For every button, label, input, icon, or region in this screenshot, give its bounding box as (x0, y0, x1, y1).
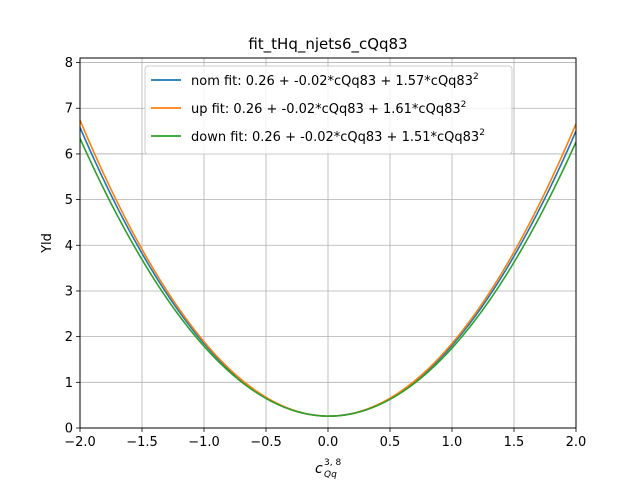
x-tick-label: −1.0 (188, 435, 220, 450)
x-tick-label: −0.5 (250, 435, 282, 450)
y-tick-label: 5 (65, 193, 73, 208)
x-tick-label: 1.5 (504, 435, 525, 450)
y-tick-label: 6 (65, 147, 73, 162)
x-tick-label: 0.5 (380, 435, 401, 450)
x-tick-label: 1.0 (442, 435, 463, 450)
x-tick-label: 0.0 (318, 435, 339, 450)
x-tick-label: 2.0 (566, 435, 587, 450)
legend-label-sup-0: 2 (473, 72, 479, 82)
x-tick-label: −1.5 (126, 435, 158, 450)
x-axis-label: c 3, 8 Qq (315, 458, 341, 480)
y-tick-label: 8 (65, 56, 73, 71)
y-tick-label: 2 (65, 330, 73, 345)
y-axis-label: Yld (40, 233, 55, 254)
chart-title: fit_tHq_njets6_cQq83 (248, 35, 407, 54)
y-tick-label: 0 (65, 422, 73, 437)
y-tick-label: 1 (65, 376, 73, 391)
x-axis-label-sub: Qq (324, 470, 337, 480)
series-line-2 (79, 138, 577, 417)
legend-box (144, 65, 513, 155)
x-axis-label-sup: 3, 8 (324, 458, 341, 468)
legend-label-2: down fit: 0.26 + -0.02*cQq83 + 1.51*cQq8… (191, 128, 485, 145)
x-axis: −2.0 −1.5 −1.0 −0.5 0.0 0.5 1.0 1.5 2.0 (64, 428, 586, 450)
legend-label-sup-2: 2 (479, 128, 485, 138)
x-axis-label-base: c (315, 461, 323, 477)
x-tick-label: −2.0 (64, 435, 96, 450)
legend-label-0: nom fit: 0.26 + -0.02*cQq83 + 1.57*cQq83… (191, 72, 479, 89)
series-layer (79, 119, 577, 417)
legend: nom fit: 0.26 + -0.02*cQq83 + 1.57*cQq83… (144, 65, 513, 155)
y-tick-label: 3 (65, 284, 73, 299)
legend-label-sup-1: 2 (461, 100, 467, 110)
y-tick-label: 4 (65, 239, 73, 254)
legend-label-1: up fit: 0.26 + -0.02*cQq83 + 1.61*cQq832 (191, 100, 466, 117)
y-tick-label: 7 (65, 102, 73, 117)
y-axis: 0 1 2 3 4 5 6 7 8 (65, 56, 80, 437)
